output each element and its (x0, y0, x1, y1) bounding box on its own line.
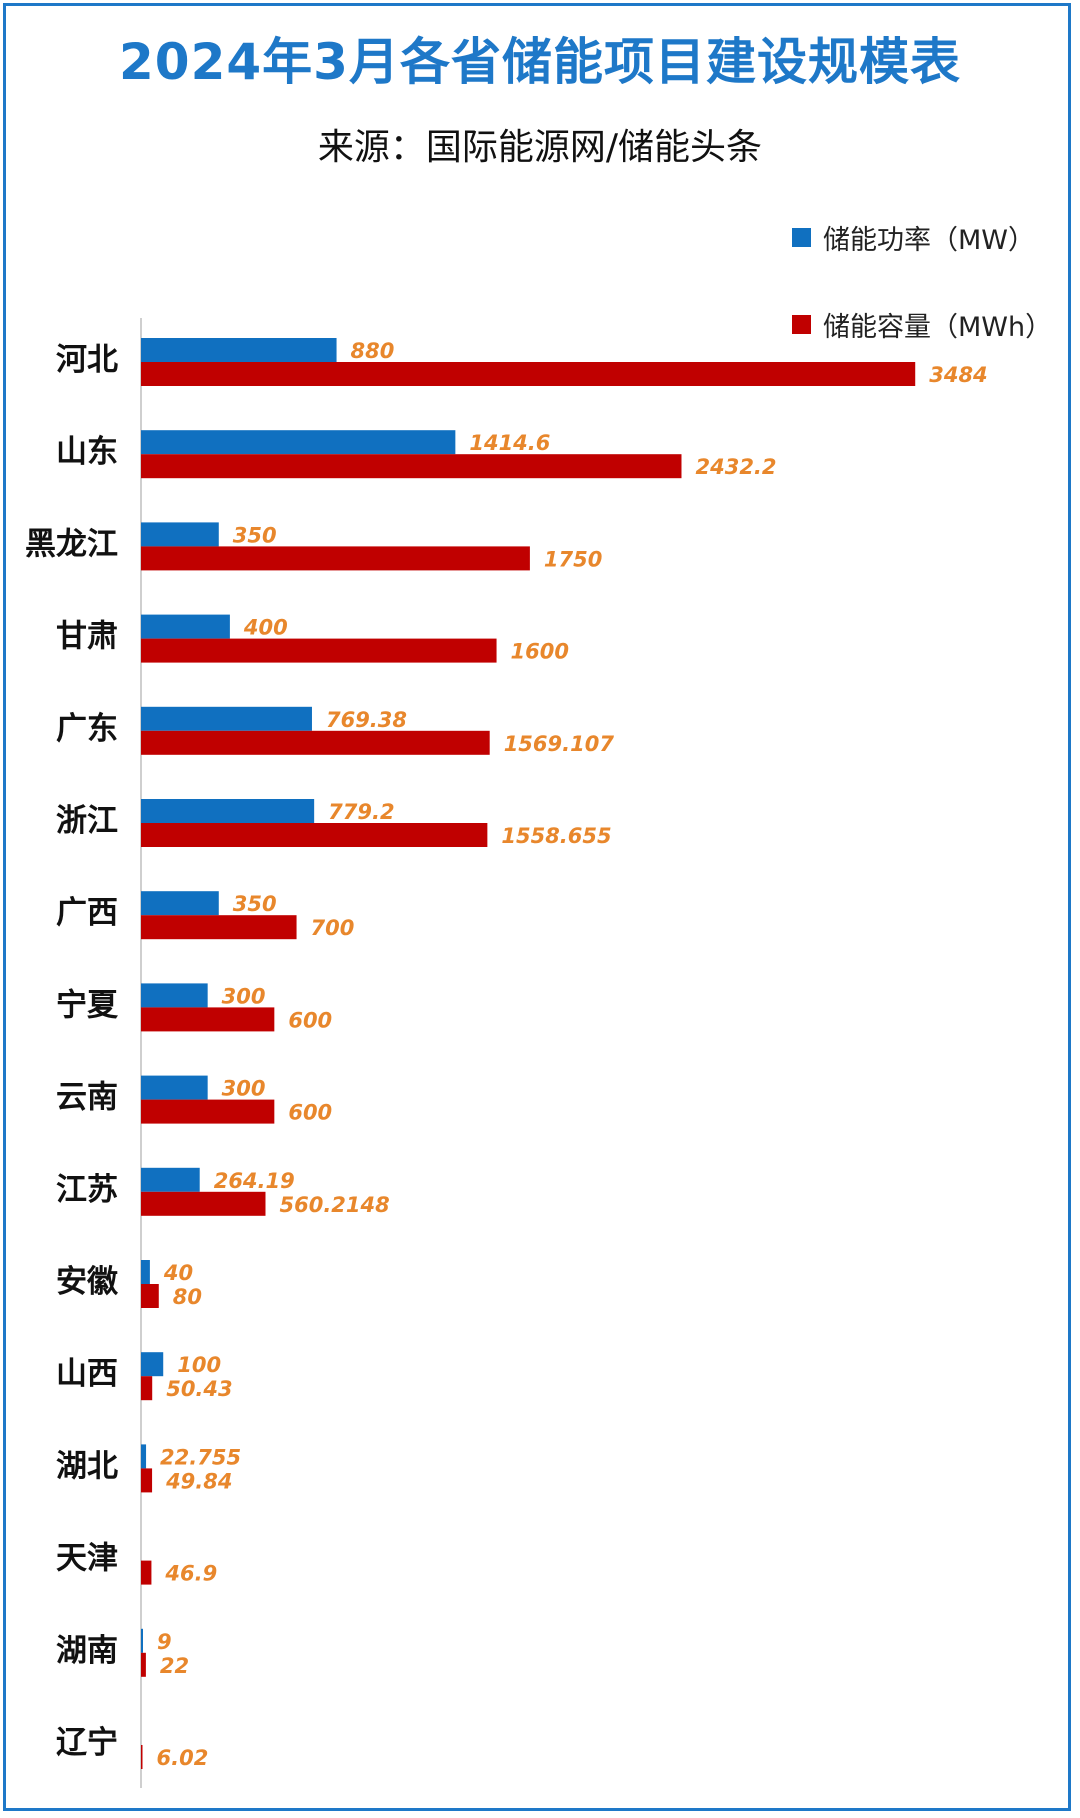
power-bar (141, 891, 219, 916)
power-value-label: 9 (157, 1630, 172, 1654)
power-value-label: 264.19 (214, 1169, 295, 1193)
category-label: 宁夏 (56, 987, 119, 1023)
capacity-bar (141, 1745, 143, 1769)
legend-label-power: 储能功率（MW） (823, 225, 1035, 256)
capacity-bar (141, 823, 488, 847)
capacity-bar (141, 1376, 153, 1401)
power-bar (141, 614, 230, 639)
power-value-label: 300 (222, 984, 266, 1008)
chart-title: 2024年3月各省储能项目建设规模表 (119, 33, 961, 91)
capacity-bar (141, 1652, 146, 1677)
category-label: 安徽 (56, 1264, 119, 1300)
power-value-label: 400 (243, 616, 288, 640)
capacity-bar (141, 1560, 152, 1585)
legend-swatch-power (792, 228, 811, 247)
power-bar (141, 338, 337, 362)
legend-swatch-capacity (792, 315, 811, 334)
category-label: 辽宁 (56, 1725, 118, 1761)
power-bar (141, 983, 208, 1008)
power-value-label: 779.2 (328, 800, 394, 824)
category-label: 广东 (56, 711, 118, 747)
capacity-value-label: 1750 (544, 547, 602, 571)
power-bar (141, 706, 312, 731)
chart-subtitle: 来源：国际能源网/储能头条 (317, 127, 763, 168)
legend-label-capacity: 储能容量（MWh） (823, 312, 1053, 343)
category-label: 天津 (56, 1541, 118, 1577)
capacity-value-label: 49.84 (165, 1469, 232, 1493)
power-value-label: 40 (163, 1261, 193, 1285)
power-bar (141, 1167, 200, 1192)
capacity-value-label: 22 (160, 1654, 189, 1678)
capacity-value-label: 600 (288, 1008, 332, 1032)
power-value-label: 1414.6 (469, 431, 550, 455)
category-label: 浙江 (56, 803, 118, 839)
capacity-value-label: 700 (311, 916, 355, 940)
power-value-label: 350 (233, 523, 277, 547)
category-label: 河北 (56, 342, 118, 378)
capacity-bar (141, 546, 530, 571)
power-bar (141, 1444, 147, 1469)
power-bar (141, 522, 219, 547)
power-value-label: 880 (351, 339, 395, 363)
power-bar (141, 1628, 143, 1653)
category-label: 湖南 (56, 1633, 118, 1669)
capacity-value-label: 1558.655 (501, 824, 611, 848)
capacity-bar (141, 638, 497, 663)
capacity-bar (141, 915, 297, 940)
capacity-value-label: 1600 (511, 640, 569, 664)
category-label: 甘肃 (56, 619, 118, 655)
capacity-bar (141, 362, 916, 386)
category-label: 云南 (56, 1080, 118, 1116)
capacity-value-label: 2432.2 (695, 455, 776, 479)
capacity-bar (141, 1099, 275, 1124)
capacity-value-label: 1569.107 (504, 732, 615, 756)
category-label: 黑龙江 (25, 526, 118, 562)
category-label: 山西 (56, 1356, 118, 1392)
capacity-value-label: 3484 (929, 363, 987, 387)
capacity-bar (141, 1191, 266, 1216)
capacity-bar (141, 730, 490, 755)
power-bar (141, 1352, 164, 1377)
power-bar (141, 799, 315, 823)
capacity-bar (141, 454, 682, 479)
power-value-label: 100 (177, 1353, 221, 1377)
category-label: 江苏 (56, 1172, 118, 1208)
capacity-value-label: 6.02 (157, 1746, 209, 1770)
capacity-bar (141, 1284, 159, 1308)
category-label: 广西 (56, 895, 118, 931)
capacity-value-label: 46.9 (164, 1562, 217, 1586)
power-bar (141, 1260, 150, 1284)
power-bar (141, 1075, 208, 1100)
category-label: 山东 (56, 434, 118, 470)
power-value-label: 22.755 (160, 1445, 241, 1469)
capacity-value-label: 600 (288, 1101, 332, 1125)
power-bar (141, 430, 456, 455)
power-value-label: 769.38 (326, 708, 407, 732)
category-label: 湖北 (56, 1448, 118, 1484)
legend-item-power: 储能功率（MW） (792, 218, 1035, 257)
capacity-bar (141, 1468, 153, 1493)
capacity-value-label: 50.43 (166, 1377, 232, 1401)
capacity-bar (141, 1007, 275, 1032)
power-value-label: 300 (222, 1077, 266, 1101)
power-value-label: 350 (233, 892, 277, 916)
legend-item-capacity: 储能容量（MWh） (792, 305, 1052, 344)
capacity-value-label: 560.2148 (279, 1193, 389, 1217)
capacity-value-label: 80 (173, 1285, 202, 1309)
